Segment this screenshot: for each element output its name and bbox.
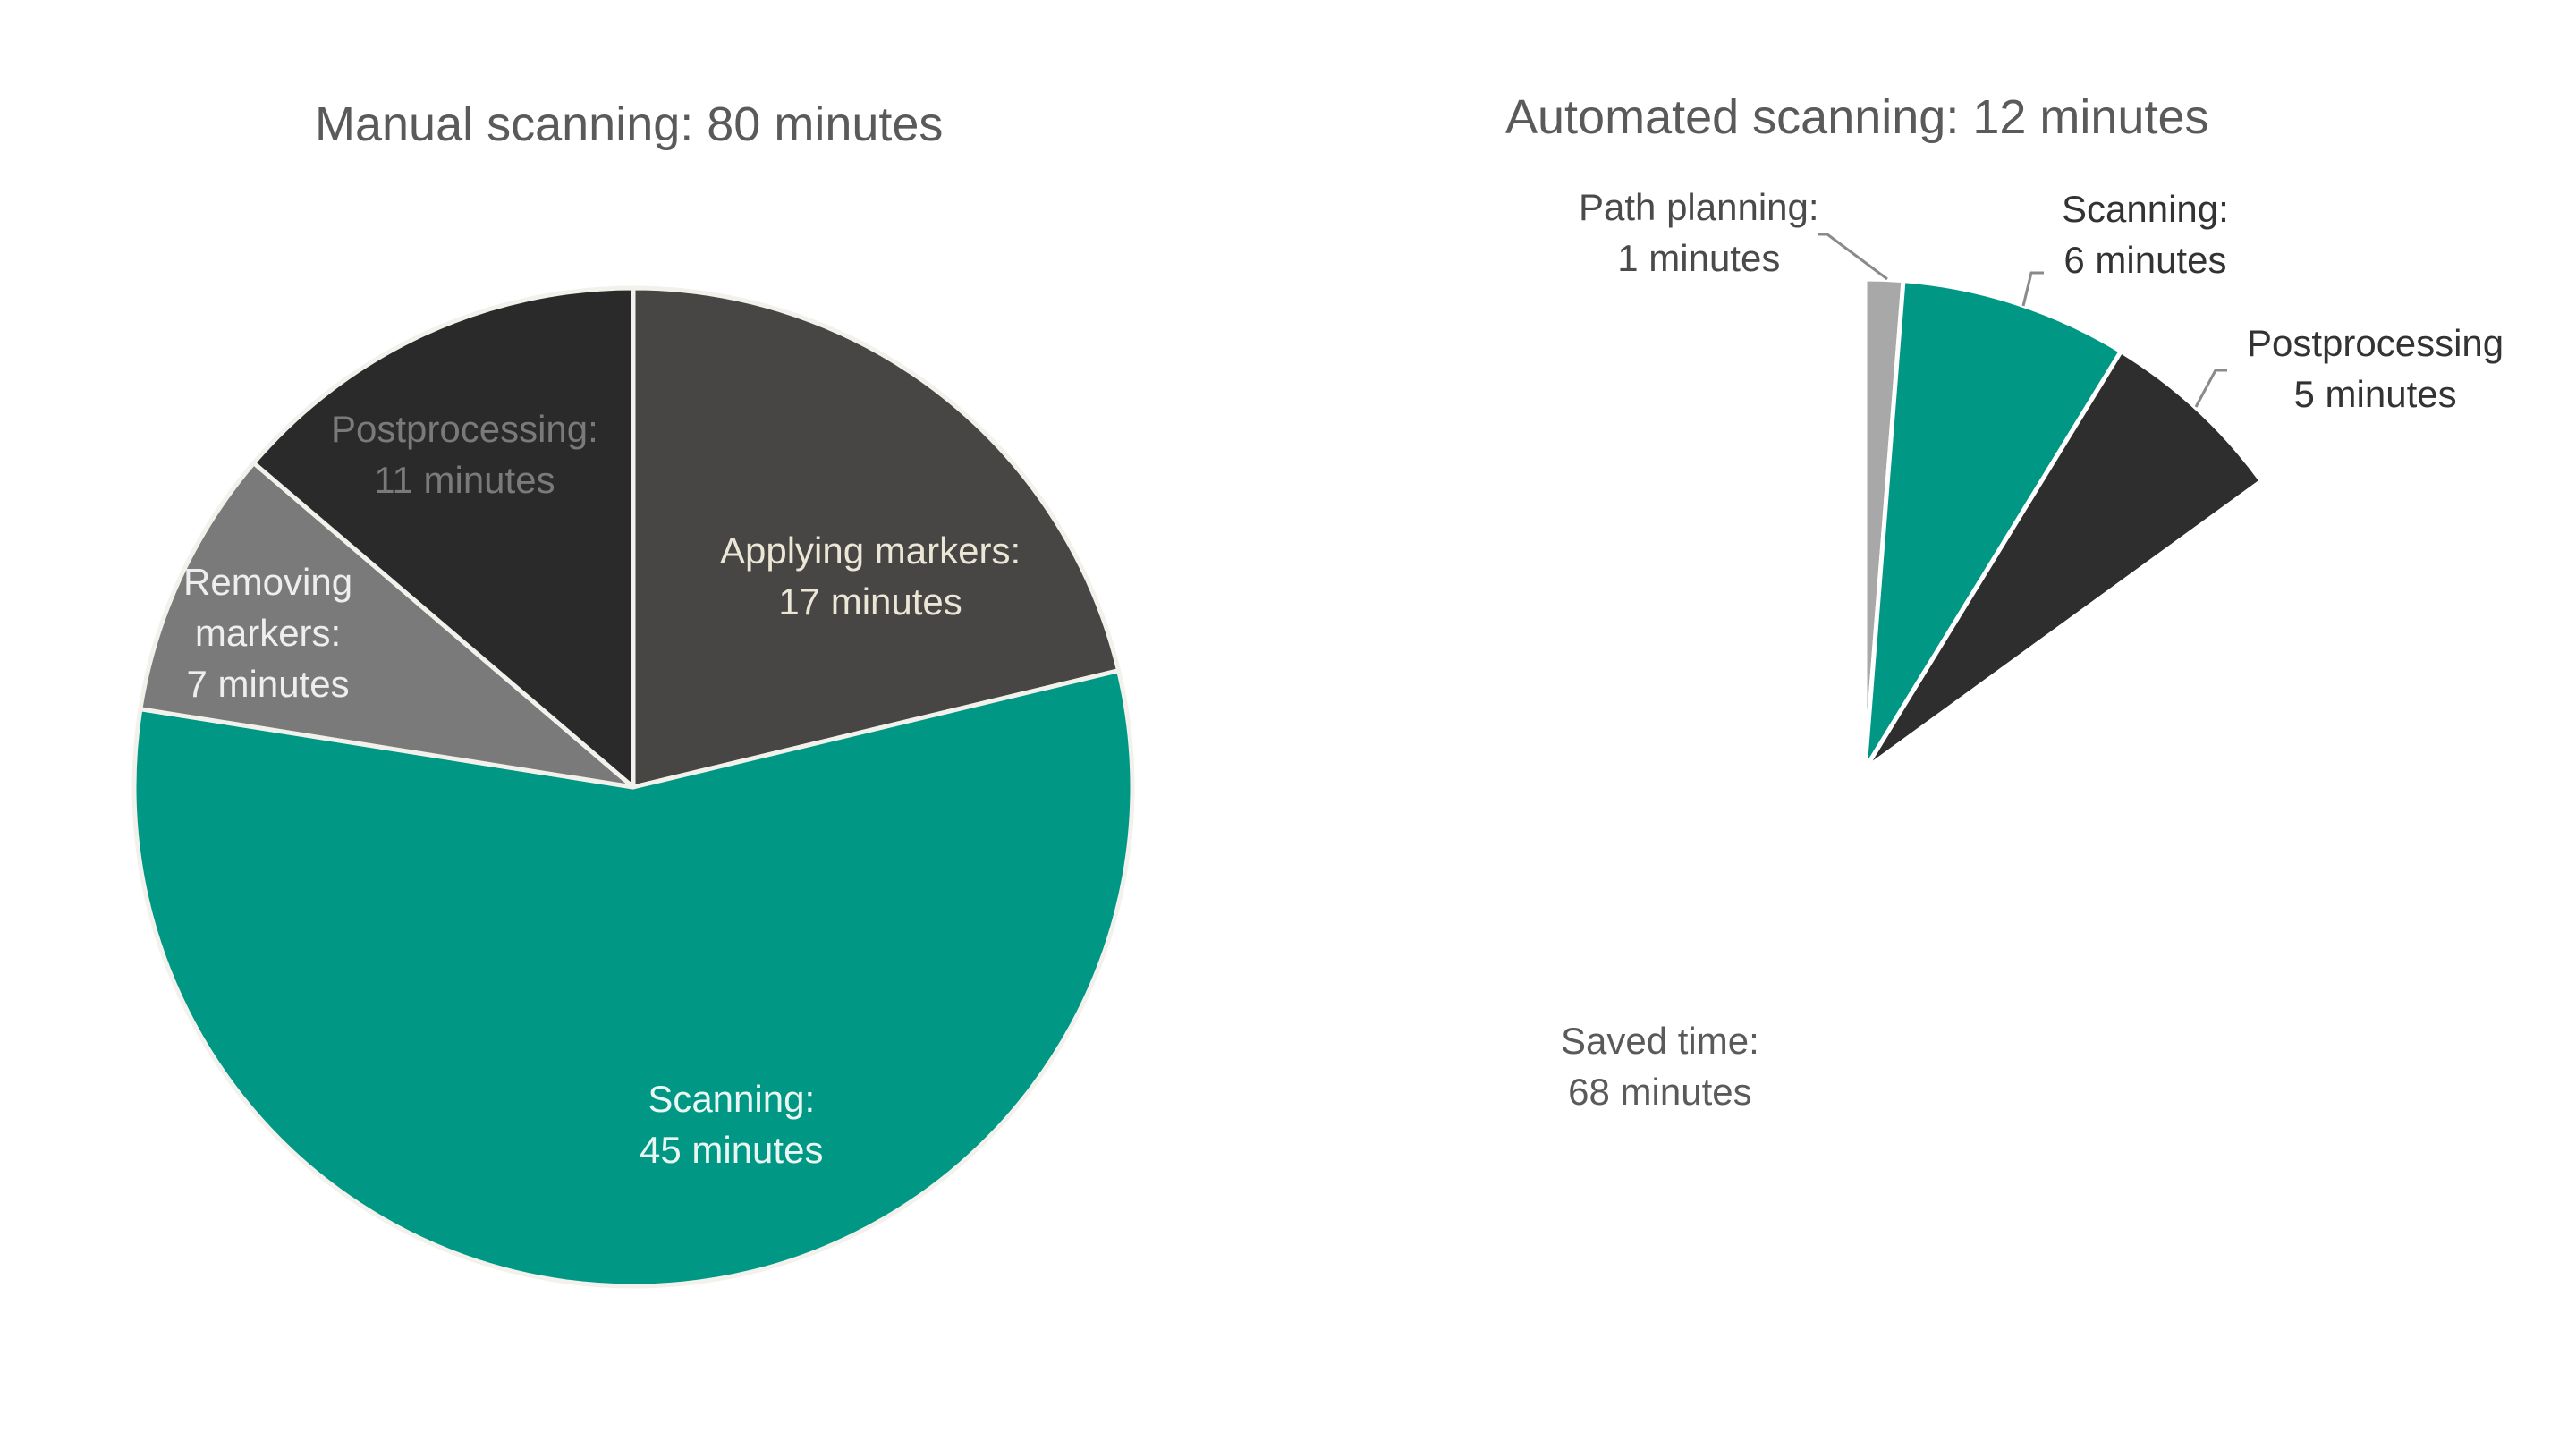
leader-lines	[1818, 233, 2227, 408]
label-postprocessing-manual: Postprocessing: 11 minutes	[331, 408, 598, 501]
label-postprocessing-auto: Postprocessing 5 minutes	[2247, 322, 2504, 415]
pie-slice-postprocessing	[251, 285, 636, 790]
label-scanning-auto: Scanning: 6 minutes	[2062, 188, 2229, 281]
automated-chart-title: Automated scanning: 12 minutes	[1505, 90, 2209, 144]
callout-leader-line	[1818, 233, 1888, 281]
pie-slice-applying-markers	[631, 285, 1122, 790]
pie-slice-removing-markers	[138, 461, 636, 790]
label-applying-markers: Applying markers: 17 minutes	[720, 530, 1021, 623]
pie-slice-scanning	[131, 668, 1135, 1289]
label-saved-time: Saved time: 68 minutes	[1561, 1020, 1759, 1113]
automated-scanning-pie	[1372, 276, 2358, 1262]
manual-scanning-pie	[131, 285, 1135, 1289]
callout-leader-line	[2194, 369, 2227, 408]
manual-chart-title: Manual scanning: 80 minutes	[315, 97, 944, 151]
label-scanning-manual: Scanning: 45 minutes	[640, 1078, 824, 1171]
pie-slice-saved-time	[1372, 276, 2358, 1262]
label-removing-markers: Removing markers: 7 minutes	[183, 561, 353, 705]
label-path-planning: Path planning: 1 minutes	[1579, 186, 1819, 279]
pie-slice-scanning	[1862, 278, 2123, 772]
pie-slice-postprocessing	[1862, 349, 2264, 772]
callout-leader-line	[2021, 271, 2044, 307]
